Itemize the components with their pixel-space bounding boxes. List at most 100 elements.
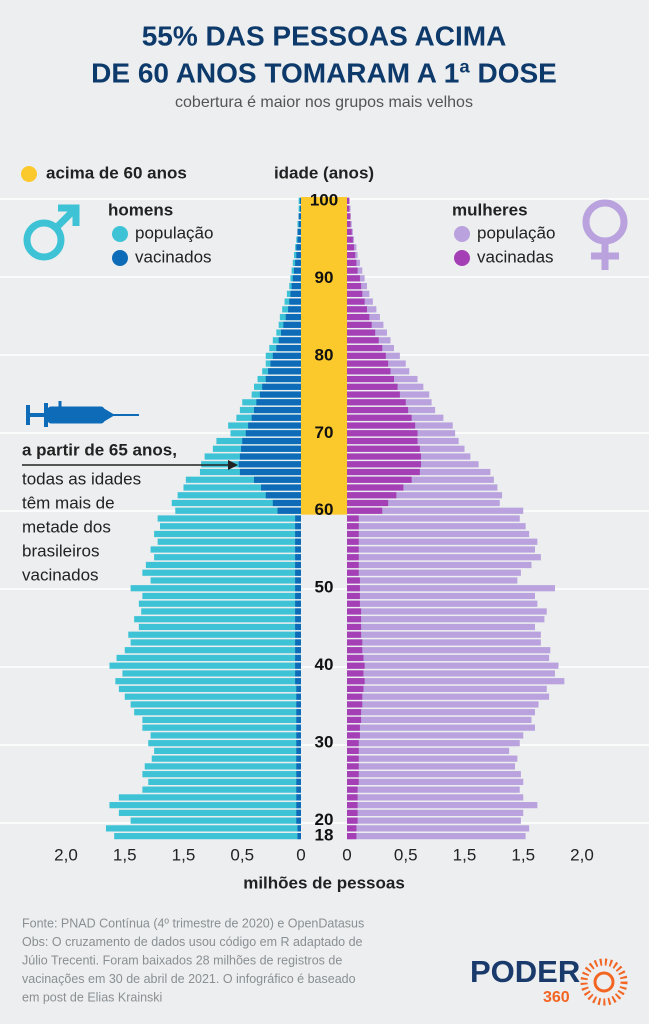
bar bbox=[259, 391, 301, 398]
bar bbox=[157, 538, 301, 545]
bar bbox=[347, 236, 353, 243]
age-tick-label: 50 bbox=[315, 578, 334, 597]
bar bbox=[347, 833, 526, 840]
bar bbox=[281, 329, 301, 336]
bar bbox=[296, 786, 301, 793]
brand-name: PODER bbox=[470, 954, 580, 989]
bar bbox=[138, 600, 301, 607]
bar bbox=[295, 530, 301, 538]
bar bbox=[347, 747, 510, 755]
bar bbox=[122, 670, 302, 677]
bar bbox=[141, 608, 301, 615]
annotation-line: metade dos bbox=[22, 517, 111, 536]
bar bbox=[347, 554, 541, 561]
bar bbox=[347, 592, 535, 600]
legend-label: população bbox=[477, 223, 555, 242]
bar bbox=[142, 786, 301, 793]
bar bbox=[185, 476, 301, 483]
highlight-dot bbox=[21, 166, 37, 182]
bar bbox=[347, 755, 518, 762]
bar bbox=[347, 724, 360, 731]
bar bbox=[296, 732, 301, 739]
bar bbox=[296, 747, 301, 755]
bar bbox=[347, 437, 418, 445]
bar bbox=[296, 794, 301, 801]
bar bbox=[347, 740, 520, 747]
footer-line: Júlio Trecenti. Foram baixados 28 milhõe… bbox=[22, 953, 342, 967]
bar bbox=[347, 445, 420, 452]
bar bbox=[347, 306, 367, 313]
bar bbox=[347, 724, 535, 731]
bar bbox=[347, 406, 409, 414]
bar bbox=[347, 809, 358, 816]
subtitle: cobertura é maior nos grupos mais velhos bbox=[175, 94, 473, 111]
bar bbox=[347, 530, 530, 538]
bar bbox=[254, 476, 301, 483]
brand-sun bbox=[593, 971, 615, 993]
bar bbox=[347, 693, 550, 700]
bar bbox=[295, 515, 301, 522]
bar bbox=[347, 740, 359, 747]
bar bbox=[347, 794, 524, 801]
bar bbox=[251, 414, 301, 421]
bar bbox=[347, 321, 372, 328]
bar bbox=[347, 391, 400, 398]
bar bbox=[130, 701, 301, 708]
bar bbox=[295, 647, 301, 654]
bar bbox=[347, 499, 500, 507]
bar bbox=[347, 763, 516, 770]
bar bbox=[296, 802, 301, 809]
bar bbox=[347, 523, 359, 530]
footer: Fonte: PNAD Contínua (4º trimestre de 20… bbox=[22, 916, 364, 1004]
bar bbox=[183, 484, 301, 491]
bar bbox=[171, 499, 301, 507]
bar bbox=[270, 360, 301, 367]
bar bbox=[347, 616, 362, 623]
bar bbox=[347, 337, 379, 344]
bar bbox=[347, 298, 365, 305]
bar bbox=[347, 755, 359, 762]
age-tick-label: 70 bbox=[315, 423, 334, 442]
title-line: 55% DAS PESSOAS ACIMA bbox=[142, 20, 507, 51]
bar bbox=[347, 290, 363, 297]
title-line: DE 60 ANOS TOMARAM A 1ª DOSE bbox=[91, 57, 557, 88]
bar bbox=[154, 554, 301, 561]
bar bbox=[268, 368, 301, 375]
brand: PODER 360 bbox=[470, 954, 628, 1006]
syringe-icon bbox=[26, 401, 139, 427]
legend-label: vacinados bbox=[135, 247, 212, 266]
bar bbox=[109, 802, 301, 809]
bar bbox=[347, 639, 541, 646]
group-label: mulheres bbox=[452, 200, 528, 219]
bar bbox=[298, 221, 301, 228]
bar bbox=[347, 352, 386, 359]
bar bbox=[297, 833, 301, 840]
bar bbox=[347, 616, 545, 623]
bar bbox=[347, 492, 503, 499]
annotation-line: brasileiros bbox=[22, 541, 99, 560]
bar bbox=[295, 654, 301, 662]
bar bbox=[297, 236, 301, 243]
bar bbox=[297, 228, 301, 235]
bar bbox=[347, 430, 418, 437]
bar bbox=[347, 561, 359, 569]
bar bbox=[295, 623, 301, 631]
bar bbox=[347, 275, 360, 282]
bar bbox=[241, 445, 301, 452]
bar bbox=[151, 755, 301, 762]
bar bbox=[295, 554, 301, 561]
bar bbox=[118, 794, 301, 801]
bar bbox=[347, 530, 359, 538]
bar bbox=[291, 282, 301, 290]
bar bbox=[142, 716, 301, 724]
bar bbox=[278, 337, 301, 344]
bar bbox=[238, 461, 301, 468]
bar bbox=[272, 352, 301, 359]
bar bbox=[296, 716, 301, 724]
bar bbox=[150, 546, 301, 553]
bar bbox=[347, 221, 351, 228]
bar bbox=[118, 685, 301, 693]
bar bbox=[115, 678, 301, 685]
bar bbox=[148, 740, 301, 747]
